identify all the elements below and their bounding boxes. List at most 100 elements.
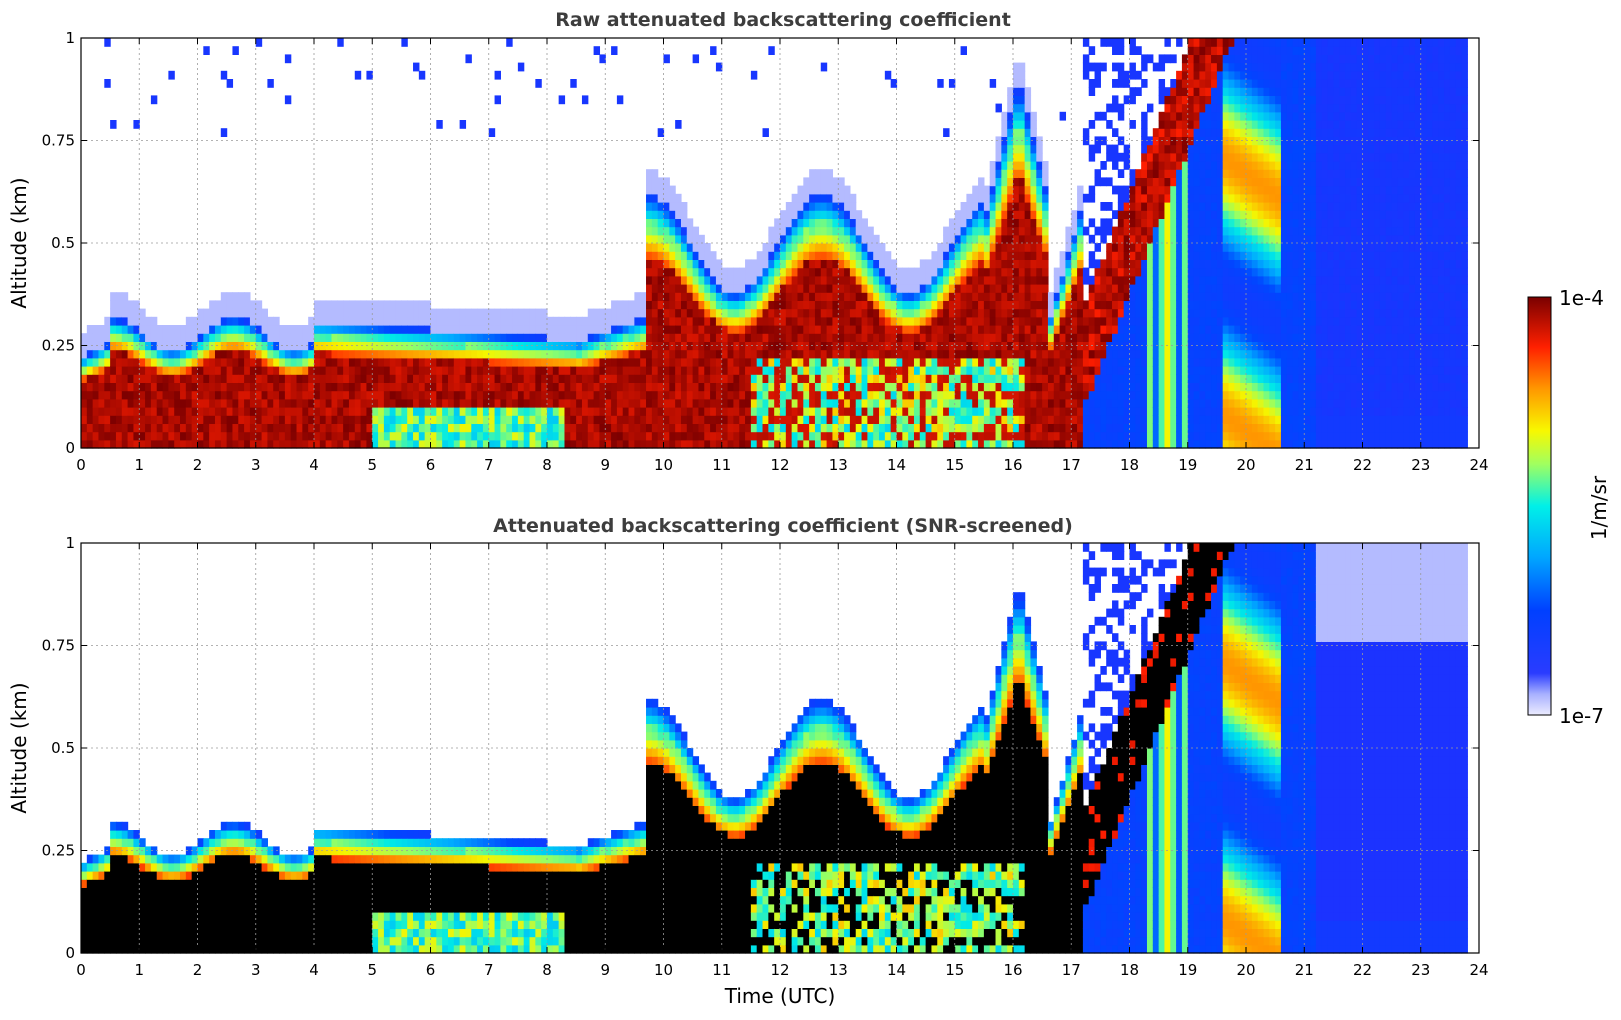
- heatmap-cell: [290, 341, 298, 351]
- heatmap-cell: [389, 325, 397, 334]
- heatmap-cell: [1135, 341, 1142, 351]
- heatmap-cell: [1024, 169, 1032, 178]
- heatmap-cell: [820, 382, 828, 392]
- heatmap-cell: [465, 439, 472, 449]
- heatmap-cell: [838, 226, 845, 236]
- heatmap-cell: [756, 390, 764, 400]
- heatmap-cell: [570, 316, 577, 326]
- heatmap-cell: [1036, 251, 1043, 260]
- heatmap-cell: [1158, 177, 1166, 187]
- heatmap-cell: [884, 70, 892, 80]
- heatmap-cell: [541, 407, 548, 416]
- heatmap-cell: [838, 333, 845, 342]
- heatmap-cell: [348, 357, 356, 367]
- heatmap-cell: [791, 259, 799, 269]
- heatmap-cell: [1199, 366, 1206, 375]
- heatmap-cell: [733, 415, 740, 424]
- heatmap-cell: [1129, 177, 1136, 187]
- heatmap-cell: [150, 349, 158, 359]
- heatmap-cell: [599, 415, 606, 424]
- heatmap-cell: [1123, 144, 1131, 154]
- heatmap-cell: [1187, 284, 1195, 293]
- heatmap-cell: [1001, 210, 1008, 219]
- heatmap-cell: [512, 349, 519, 359]
- heatmap-cell: [873, 374, 880, 383]
- heatmap-cell: [762, 415, 769, 424]
- heatmap-cell: [855, 341, 863, 351]
- heatmap-cell: [337, 431, 344, 441]
- heatmap-cell: [564, 431, 571, 441]
- heatmap-cell: [803, 407, 810, 416]
- heatmap-cell: [249, 349, 257, 359]
- heatmap-cell: [692, 300, 700, 310]
- heatmap-cell: [989, 415, 997, 424]
- heatmap-cell: [261, 374, 268, 383]
- heatmap-cell: [1065, 308, 1072, 318]
- heatmap-cell: [1117, 111, 1125, 121]
- heatmap-cell: [488, 415, 496, 424]
- heatmap-cell: [675, 251, 682, 260]
- heatmap-cell: [925, 275, 933, 285]
- heatmap-cell: [832, 431, 839, 441]
- heatmap-cell: [290, 423, 298, 433]
- heatmap-cell: [290, 333, 298, 342]
- heatmap-cell: [139, 407, 146, 416]
- heatmap-cell: [704, 390, 711, 400]
- heatmap-cell: [750, 382, 758, 392]
- heatmap-cell: [913, 333, 921, 342]
- heatmap-cell: [174, 390, 181, 400]
- heatmap-cell: [1164, 54, 1171, 64]
- heatmap-cell: [890, 341, 898, 351]
- heatmap-cell: [937, 333, 944, 342]
- heatmap-cell: [1199, 390, 1206, 400]
- heatmap-cell: [1059, 333, 1067, 342]
- heatmap-cell: [908, 308, 915, 318]
- heatmap-cell: [669, 439, 676, 449]
- heatmap-cell: [576, 382, 583, 392]
- heatmap-cell: [255, 316, 263, 326]
- heatmap-cell: [855, 325, 863, 334]
- heatmap-cell: [651, 210, 659, 219]
- heatmap-cell: [581, 431, 589, 441]
- heatmap-cell: [1205, 234, 1212, 244]
- heatmap-cell: [488, 333, 496, 342]
- heatmap-cell: [640, 407, 647, 416]
- heatmap-cell: [960, 325, 967, 334]
- heatmap-cell: [1129, 185, 1136, 195]
- heatmap-cell: [1001, 398, 1008, 408]
- heatmap-cell: [1211, 275, 1218, 285]
- heatmap-cell: [378, 333, 385, 342]
- heatmap-cell: [710, 390, 717, 400]
- heatmap-cell: [675, 267, 682, 277]
- heatmap-cell: [1211, 349, 1218, 359]
- heatmap-cell: [774, 398, 781, 408]
- heatmap-cell: [547, 357, 554, 367]
- heatmap-cell: [395, 431, 402, 441]
- heatmap-cell: [1112, 407, 1119, 416]
- heatmap-cell: [1106, 374, 1113, 383]
- heatmap-cell: [1222, 79, 1230, 88]
- heatmap-cell: [273, 349, 280, 359]
- heatmap-cell: [616, 431, 624, 441]
- heatmap-cell: [867, 251, 874, 260]
- heatmap-cell: [867, 341, 874, 351]
- heatmap-cell: [314, 357, 321, 367]
- heatmap-cell: [465, 316, 472, 326]
- heatmap-cell: [1193, 177, 1200, 187]
- heatmap-cell: [978, 423, 985, 433]
- heatmap-cell: [500, 439, 507, 449]
- heatmap-cell: [500, 374, 507, 383]
- heatmap-cell: [698, 374, 705, 383]
- heatmap-cell: [1199, 70, 1206, 80]
- heatmap-cell: [1001, 382, 1008, 392]
- heatmap-cell: [855, 333, 863, 342]
- heatmap-cell: [1024, 185, 1032, 195]
- heatmap-cell: [797, 382, 804, 392]
- heatmap-cell: [686, 374, 694, 383]
- heatmap-cell: [657, 259, 665, 269]
- heatmap-cell: [704, 259, 711, 269]
- heatmap-cell: [937, 366, 944, 375]
- heatmap-cell: [564, 439, 571, 449]
- heatmap-cell: [564, 316, 571, 326]
- heatmap-cell: [482, 439, 490, 449]
